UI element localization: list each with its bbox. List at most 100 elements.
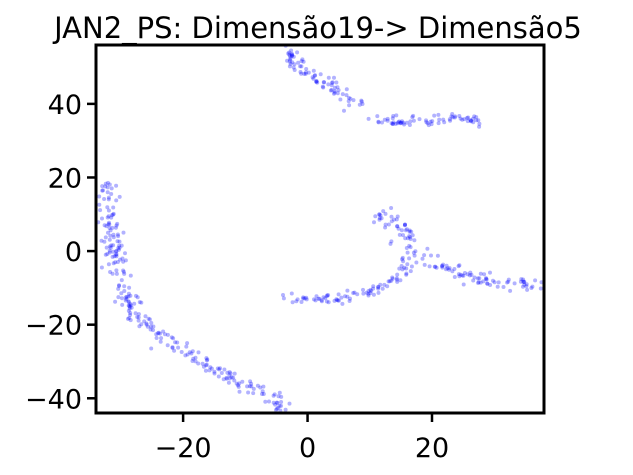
scatter-point [295, 297, 300, 302]
scatter-point [413, 249, 418, 254]
scatter-point [156, 331, 160, 336]
scatter-point [391, 114, 396, 118]
scatter-point [538, 286, 543, 291]
scatter-point [348, 96, 353, 101]
scatter-point [289, 51, 294, 56]
scatter-point [422, 253, 427, 258]
scatter-point [142, 319, 147, 324]
scatter-point [184, 344, 189, 349]
scatter-point [236, 384, 241, 389]
scatter-point [408, 269, 413, 274]
scatter-point [425, 121, 430, 126]
scatter-point [521, 284, 525, 289]
scatter-point [433, 264, 438, 269]
scatter-point [232, 378, 237, 383]
scatter-point [522, 279, 527, 284]
scatter-point [469, 272, 474, 277]
scatter-point [453, 114, 458, 119]
scatter-point [492, 280, 497, 285]
scatter-point [378, 213, 383, 218]
scatter-point [452, 115, 457, 120]
scatter-point [522, 282, 527, 287]
scatter-point [361, 291, 366, 296]
scatter-point [144, 322, 149, 327]
scatter-point [388, 241, 393, 246]
scatter-point [474, 115, 479, 120]
scatter-point [183, 353, 188, 358]
scatter-point [521, 277, 526, 282]
scatter-point [395, 272, 400, 277]
scatter-point [322, 80, 327, 85]
scatter-point [468, 270, 473, 275]
scatter-point [312, 297, 316, 302]
scatter-point [128, 318, 133, 323]
scatter-point [114, 198, 119, 203]
scatter-point [114, 252, 119, 257]
scatter-point [407, 243, 412, 248]
scatter-point [506, 277, 511, 282]
y-tick-label: 40 [48, 90, 82, 121]
scatter-point [114, 249, 119, 254]
scatter-point [472, 114, 477, 119]
scatter-point [351, 291, 356, 295]
scatter-point [466, 115, 471, 120]
scatter-point [376, 284, 381, 289]
scatter-point [385, 116, 390, 121]
scatter-point [312, 73, 317, 78]
scatter-point [332, 85, 337, 90]
scatter-point [375, 114, 380, 119]
scatter-point [429, 122, 434, 127]
scatter-point [107, 248, 112, 253]
scatter-point [399, 228, 404, 233]
scatter-point [248, 379, 253, 384]
scatter-point [98, 208, 103, 213]
scatter-point [404, 272, 409, 277]
scatter-point [501, 285, 506, 289]
scatter-point [137, 300, 142, 305]
scatter-point [484, 277, 489, 282]
scatter-point [146, 316, 151, 321]
scatter-point [124, 294, 129, 299]
scatter-point [407, 229, 412, 234]
scatter-point [326, 75, 331, 80]
scatter-point [111, 205, 116, 210]
scatter-point [377, 212, 382, 217]
scatter-point [196, 361, 201, 366]
scatter-point [172, 348, 177, 353]
scatter-point [110, 254, 115, 259]
scatter-point [317, 296, 322, 301]
scatter-point [179, 350, 184, 354]
scatter-point [100, 216, 104, 221]
scatter-point [303, 71, 308, 76]
scatter-point [302, 71, 307, 76]
scatter-point [461, 273, 466, 278]
scatter-point [330, 80, 335, 85]
scatter-point [208, 365, 213, 370]
scatter-point [450, 269, 455, 274]
scatter-point [120, 302, 125, 307]
scatter-point [321, 85, 326, 90]
scatter-point [488, 283, 493, 287]
scatter-point [288, 57, 292, 62]
scatter-point [430, 119, 435, 124]
scatter-point [321, 295, 326, 300]
scatter-point [347, 299, 352, 303]
scatter-point [217, 367, 222, 372]
scatter-point [190, 349, 195, 354]
scatter-point [287, 50, 292, 55]
scatter-point [108, 228, 113, 233]
scatter-point [136, 315, 141, 320]
scatter-point [471, 120, 476, 125]
scatter-point [222, 367, 227, 372]
scatter-point [99, 238, 104, 243]
scatter-point [126, 308, 131, 313]
scatter-point [389, 239, 394, 244]
scatter-point [405, 236, 410, 241]
scatter-point [111, 261, 116, 266]
scatter-point [373, 214, 378, 219]
scatter-point [105, 205, 110, 210]
scatter-point [187, 350, 192, 355]
scatter-point [106, 208, 111, 213]
scatter-point [395, 279, 400, 284]
scatter-point [249, 384, 254, 389]
